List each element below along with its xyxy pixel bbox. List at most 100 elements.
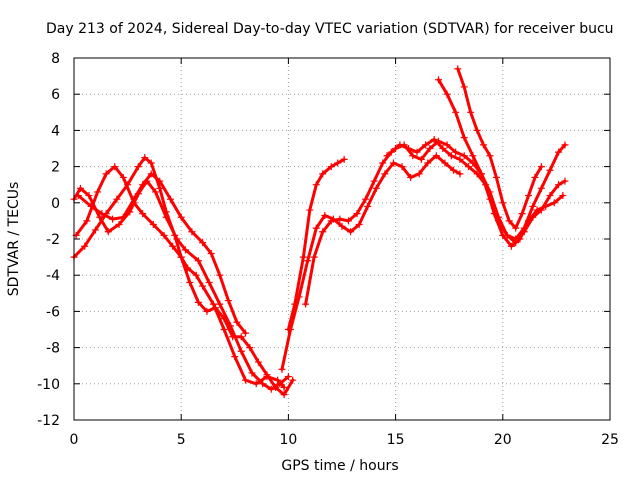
data-point bbox=[443, 90, 451, 98]
series-arc-5 bbox=[278, 152, 464, 373]
series-arc-6 bbox=[284, 155, 348, 333]
data-point bbox=[74, 192, 82, 200]
data-point bbox=[173, 235, 181, 243]
data-point bbox=[499, 199, 507, 207]
series-arc-1 bbox=[70, 154, 288, 391]
data-point bbox=[441, 159, 449, 167]
y-tick-label: -4 bbox=[46, 268, 60, 284]
data-point bbox=[492, 173, 500, 181]
data-point bbox=[207, 249, 215, 257]
data-point bbox=[456, 170, 464, 178]
data-point bbox=[389, 159, 397, 167]
data-point bbox=[400, 141, 408, 149]
data-point bbox=[291, 300, 299, 308]
data-point bbox=[216, 300, 224, 308]
data-point bbox=[512, 224, 520, 232]
data-point bbox=[312, 181, 320, 189]
data-point bbox=[254, 358, 262, 366]
y-tick-label: 6 bbox=[51, 87, 60, 103]
data-point bbox=[334, 159, 342, 167]
data-point bbox=[199, 282, 207, 290]
data-point bbox=[156, 184, 164, 192]
data-point bbox=[83, 217, 91, 225]
data-point bbox=[327, 163, 335, 171]
chart-title: Day 213 of 2024, Sidereal Day-to-day VTE… bbox=[46, 21, 614, 37]
data-point bbox=[177, 253, 185, 261]
series-arc-3 bbox=[72, 163, 297, 399]
y-tick-label: 8 bbox=[51, 51, 60, 67]
data-point bbox=[561, 177, 569, 185]
data-point bbox=[505, 217, 513, 225]
y-tick-label: -12 bbox=[37, 413, 60, 429]
data-point bbox=[469, 152, 477, 160]
data-point bbox=[355, 221, 363, 229]
data-point bbox=[259, 380, 267, 388]
y-tick-label: -2 bbox=[46, 232, 60, 248]
data-point bbox=[495, 217, 503, 225]
data-point bbox=[203, 307, 211, 315]
data-point bbox=[520, 224, 528, 232]
data-point bbox=[284, 373, 292, 381]
data-point bbox=[156, 177, 164, 185]
data-point bbox=[398, 163, 406, 171]
series-layer bbox=[70, 65, 569, 399]
data-point bbox=[237, 333, 245, 341]
data-point bbox=[503, 231, 511, 239]
data-point bbox=[443, 141, 451, 149]
data-point bbox=[415, 170, 423, 178]
data-point bbox=[209, 300, 217, 308]
data-point bbox=[460, 152, 468, 160]
data-point bbox=[205, 278, 213, 286]
data-point bbox=[424, 159, 432, 167]
data-point bbox=[194, 298, 202, 306]
data-point bbox=[186, 278, 194, 286]
data-point bbox=[344, 217, 352, 225]
data-point bbox=[188, 228, 196, 236]
y-axis-label: SDTVAR / TECUs bbox=[6, 182, 22, 297]
data-point bbox=[289, 376, 297, 384]
data-point bbox=[312, 224, 320, 232]
data-point bbox=[194, 257, 202, 265]
data-point bbox=[381, 170, 389, 178]
data-point bbox=[426, 145, 434, 152]
data-point bbox=[147, 170, 155, 178]
data-point bbox=[422, 141, 430, 149]
data-point bbox=[546, 192, 554, 200]
data-point bbox=[263, 371, 271, 379]
data-point bbox=[237, 347, 245, 355]
data-point bbox=[274, 376, 282, 384]
data-point bbox=[383, 152, 391, 160]
data-point bbox=[561, 141, 569, 149]
data-point bbox=[102, 170, 110, 178]
y-tick-label: -10 bbox=[37, 377, 60, 393]
data-point bbox=[169, 242, 177, 250]
data-point bbox=[529, 213, 537, 221]
data-point bbox=[454, 65, 462, 73]
data-point bbox=[456, 155, 464, 163]
data-point bbox=[130, 195, 138, 203]
data-point bbox=[319, 228, 327, 236]
data-point bbox=[233, 318, 241, 326]
y-tick-label: 2 bbox=[51, 160, 60, 176]
y-tick-label: 0 bbox=[51, 196, 60, 212]
series-trace bbox=[385, 139, 567, 245]
data-point bbox=[119, 213, 127, 221]
data-point bbox=[364, 202, 372, 210]
data-point bbox=[310, 253, 318, 261]
data-point bbox=[141, 154, 149, 162]
data-point bbox=[347, 228, 355, 236]
data-point bbox=[447, 152, 455, 160]
data-point bbox=[327, 217, 335, 225]
data-point bbox=[299, 253, 307, 261]
data-point bbox=[149, 221, 157, 229]
data-point bbox=[409, 152, 417, 160]
x-tick-label: 5 bbox=[177, 432, 186, 448]
data-point bbox=[480, 141, 488, 149]
data-point bbox=[134, 163, 142, 171]
data-point bbox=[160, 231, 168, 239]
data-point bbox=[525, 192, 533, 200]
data-point bbox=[531, 173, 539, 181]
data-point bbox=[559, 192, 567, 200]
data-point bbox=[248, 369, 256, 377]
series-arc-4 bbox=[74, 170, 250, 337]
